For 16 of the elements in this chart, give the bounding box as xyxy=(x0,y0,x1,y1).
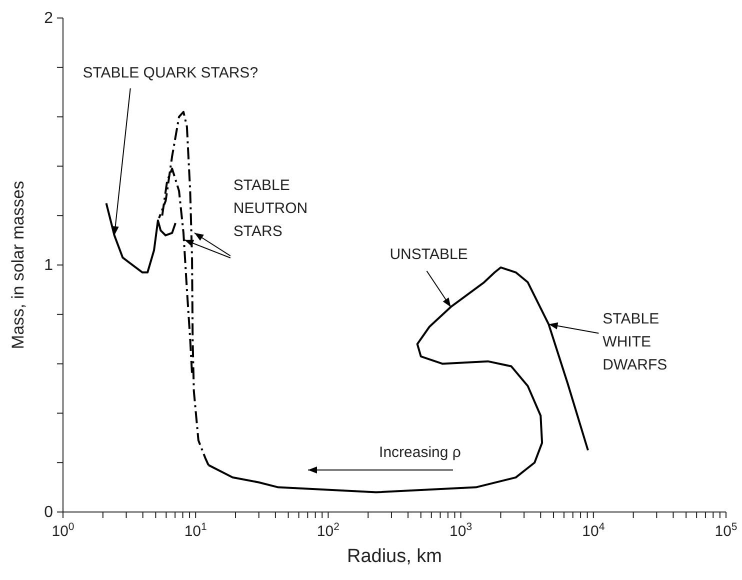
y-tick-label: 0 xyxy=(44,504,54,520)
x-axis-title: Radius, km xyxy=(346,546,442,567)
annotation: UNSTABLE xyxy=(390,246,468,263)
x-tick-label: 10$^{2}$ xyxy=(316,521,340,540)
x-tick-label: 10$^{0}$ xyxy=(52,521,74,540)
annotation: Increasing ρ xyxy=(379,444,461,461)
x-tick-label: 10$^{4}$ xyxy=(582,521,605,540)
y-axis-title: Mass, in solar masses xyxy=(8,180,28,350)
y-tick-label: 1 xyxy=(44,256,54,274)
annotation: STABLE WHITE DWARFS xyxy=(602,310,668,374)
annotation: STABLE QUARK STARS? xyxy=(82,64,258,82)
x-tick-label: 10$^{5}$ xyxy=(714,521,738,540)
x-tick-label: 10$^{3}$ xyxy=(450,521,472,540)
x-tick-label: 10$^{1}$ xyxy=(184,521,208,540)
annotation: STABLE NEUTRON STARS xyxy=(233,176,308,240)
y-tick-label: 2 xyxy=(44,10,54,26)
